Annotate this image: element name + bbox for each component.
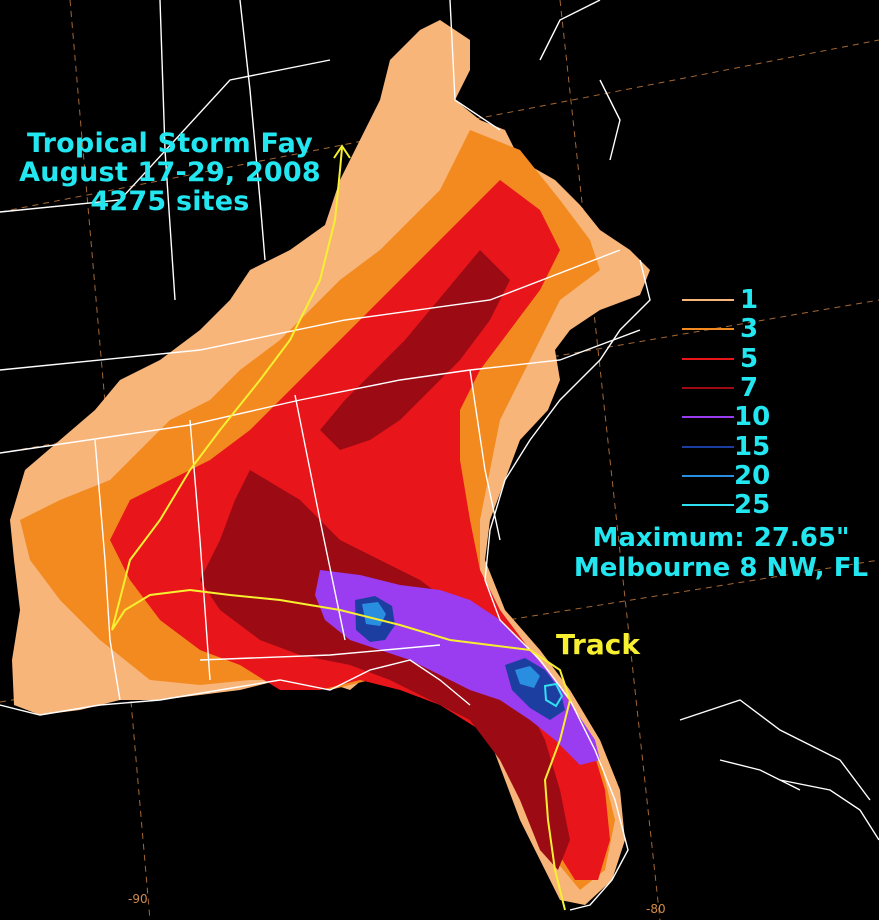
legend-item: 7 [682, 374, 802, 402]
state-line [0, 59, 331, 213]
coastline [0, 659, 471, 716]
longitude-label-west: -90 [128, 892, 148, 906]
coastline [719, 759, 801, 791]
longitude-label-east: -80 [646, 902, 666, 916]
coastline [779, 779, 879, 841]
legend-swatch [682, 328, 734, 331]
coastline [484, 259, 651, 911]
legend-label: 5 [740, 343, 759, 374]
map-date-range: August 17-29, 2008 [19, 157, 321, 188]
state-line [469, 369, 501, 541]
track-arrow-icon [333, 144, 351, 159]
coastline [599, 79, 621, 161]
legend-item: 15 [682, 433, 802, 461]
contour-25in [543, 682, 564, 708]
legend-item: 5 [682, 345, 802, 373]
state-line [189, 419, 211, 681]
legend-item: 10 [682, 403, 802, 431]
legend-label: 15 [734, 431, 771, 462]
track-label: Track [556, 628, 640, 661]
legend-label: 25 [734, 490, 771, 521]
contour-20in-east [515, 666, 540, 688]
storm-track [111, 147, 572, 911]
legend-label: 3 [740, 314, 759, 345]
state-line [0, 249, 621, 371]
legend-item: 20 [682, 462, 802, 490]
legend-label: 1 [740, 285, 759, 315]
legend-swatch [682, 299, 734, 301]
state-line [159, 0, 176, 301]
coastline [539, 0, 601, 61]
legend-swatch [682, 357, 734, 360]
legend-swatch [682, 416, 734, 419]
state-line [239, 0, 266, 261]
legend-label: 10 [734, 402, 771, 433]
map-title: Tropical Storm Fay [27, 128, 313, 159]
map-site-count: 4275 sites [90, 186, 250, 217]
legend-label: 20 [734, 460, 771, 491]
maximum-value: Maximum: 27.65" [592, 523, 850, 553]
legend-label: 7 [740, 372, 759, 403]
contour-7in [320, 250, 510, 450]
coastline [679, 699, 871, 801]
contour-7in-south [200, 470, 570, 870]
state-line [199, 644, 441, 661]
legend-swatch [682, 504, 734, 507]
legend-item: 3 [682, 315, 802, 343]
legend-swatch [682, 474, 734, 477]
legend-item: 25 [682, 491, 802, 519]
maximum-location: Melbourne 8 NW, FL [573, 553, 869, 583]
legend-swatch [682, 386, 734, 389]
legend-item: 1 [682, 286, 802, 314]
state-line [294, 394, 346, 641]
legend-swatch [682, 445, 734, 448]
state-line [94, 439, 121, 701]
state-line [449, 0, 501, 131]
